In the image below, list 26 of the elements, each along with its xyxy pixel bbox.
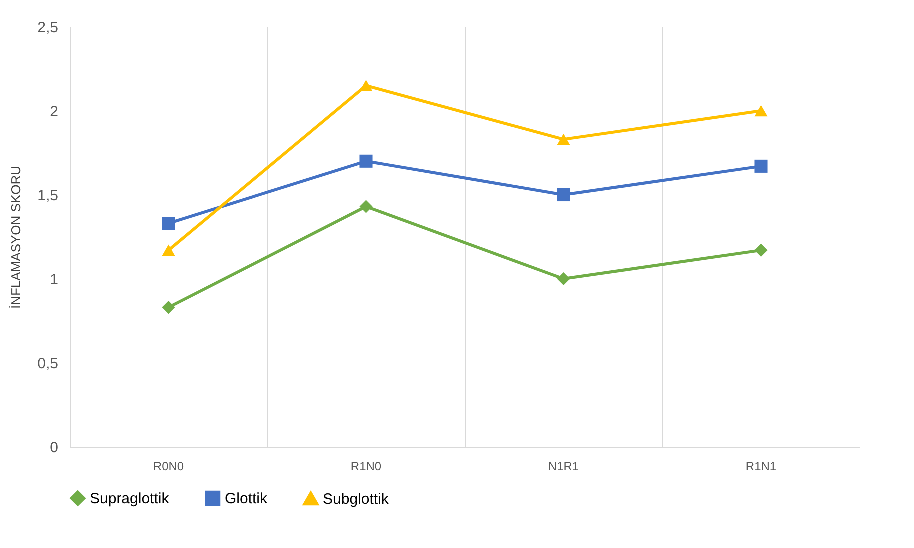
x-tick-label: R1N1 (746, 460, 777, 474)
x-tick-label: N1R1 (548, 460, 580, 474)
legend-label: Subglottik (323, 490, 390, 508)
legend-label: Supraglottik (90, 490, 170, 508)
legend-label: Glottik (225, 490, 268, 508)
y-tick-label: 1,5 (38, 188, 58, 204)
y-tick-label: 0 (50, 440, 58, 456)
point (557, 188, 570, 202)
point (360, 80, 373, 92)
point (754, 105, 768, 117)
y-axis-title: İNFLAMASYON SKORU (8, 166, 24, 310)
y-tick-label: 0,5 (38, 356, 58, 372)
point (557, 134, 570, 146)
point (557, 272, 570, 286)
point (162, 217, 176, 230)
point (360, 154, 373, 168)
point (754, 160, 768, 173)
x-tick-label: R1N0 (350, 460, 382, 474)
point (162, 244, 176, 256)
point (360, 200, 373, 214)
point (754, 244, 768, 257)
x-tick-label: R0N0 (153, 460, 184, 474)
y-tick-label: 2,5 (38, 20, 58, 36)
y-tick-label: 2 (50, 104, 58, 120)
point (162, 301, 176, 314)
y-tick-label: 1 (50, 272, 58, 288)
